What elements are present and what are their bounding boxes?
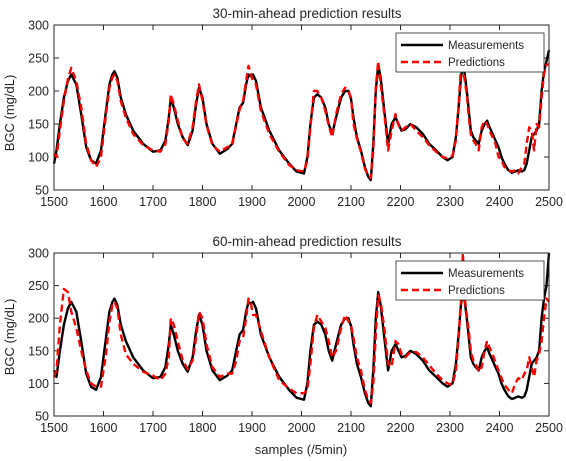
x-tick-label: 2200 (387, 421, 415, 435)
series-group (52, 251, 551, 408)
series-line-predictions (53, 60, 549, 180)
x-tick-label: 1500 (40, 195, 68, 209)
x-tick-label: 1900 (238, 421, 266, 435)
legend-label-predictions: Predictions (448, 285, 505, 297)
x-tick-label: 2400 (486, 195, 514, 209)
legend-box (395, 260, 545, 301)
legend-box (395, 32, 545, 73)
y-tick-label: 250 (28, 52, 49, 66)
series-group (52, 49, 551, 182)
y-axis-ticks: 50 100 150 200 250 300 (28, 19, 549, 198)
plot-frame (53, 252, 550, 417)
legend-label-measurements: Measurements (448, 268, 524, 280)
series-line-predictions (52, 251, 550, 405)
x-tick-label: 1800 (189, 195, 217, 209)
y-tick-label: 50 (35, 410, 49, 424)
x-tick-label: 2300 (436, 421, 464, 435)
x-tick-label: 1800 (189, 421, 217, 435)
y-tick-label: 150 (28, 118, 49, 132)
x-tick-label: 1700 (139, 195, 167, 209)
x-tick-label: 1900 (238, 195, 266, 209)
y-tick-label: 300 (28, 19, 49, 33)
legend: Measurements Predictions (395, 260, 545, 301)
legend: Measurements Predictions (395, 32, 545, 73)
y-axis-label: BGC (mg/dL) (2, 299, 17, 376)
plot-frame (53, 24, 550, 191)
y-tick-label: 200 (28, 312, 49, 326)
x-tick-label: 1700 (139, 421, 167, 435)
x-axis-ticks: 1500 1600 1700 1800 1900 2000 2100 2200 2300 2400… (40, 25, 563, 209)
x-tick-label: 2500 (535, 195, 563, 209)
y-tick-label: 100 (28, 377, 49, 391)
x-tick-label: 2000 (288, 421, 316, 435)
x-tick-label: 2200 (387, 195, 415, 209)
chart-title: 60-min-ahead prediction results (212, 234, 401, 249)
x-axis-label: samples (/5min) (255, 442, 347, 457)
y-tick-label: 100 (28, 151, 49, 165)
y-tick-label: 200 (28, 85, 49, 99)
x-tick-label: 1600 (90, 421, 118, 435)
x-tick-label: 2100 (337, 195, 365, 209)
y-tick-label: 50 (35, 184, 49, 198)
y-tick-label: 300 (28, 247, 49, 261)
y-axis-label: BGC (mg/dL) (2, 75, 17, 152)
chart-bottom: 60-min-ahead prediction results BGC (mg/… (2, 234, 563, 457)
x-tick-label: 2000 (288, 195, 316, 209)
chart-title: 30-min-ahead prediction results (212, 6, 401, 21)
x-tick-label: 2300 (436, 195, 464, 209)
x-axis-ticks: 1500 1600 1700 1800 1900 2000 2100 2200 2300 2400… (40, 253, 563, 435)
legend-label-predictions: Predictions (448, 57, 505, 69)
legend-label-measurements: Measurements (448, 40, 524, 52)
x-tick-label: 2500 (535, 421, 563, 435)
x-tick-label: 1500 (40, 421, 68, 435)
y-tick-label: 150 (28, 344, 49, 358)
chart-top: 30-min-ahead prediction results BGC (mg/… (2, 6, 563, 209)
x-tick-label: 2400 (486, 421, 514, 435)
x-tick-label: 2100 (337, 421, 365, 435)
x-tick-label: 1600 (90, 195, 118, 209)
y-tick-label: 250 (28, 279, 49, 293)
